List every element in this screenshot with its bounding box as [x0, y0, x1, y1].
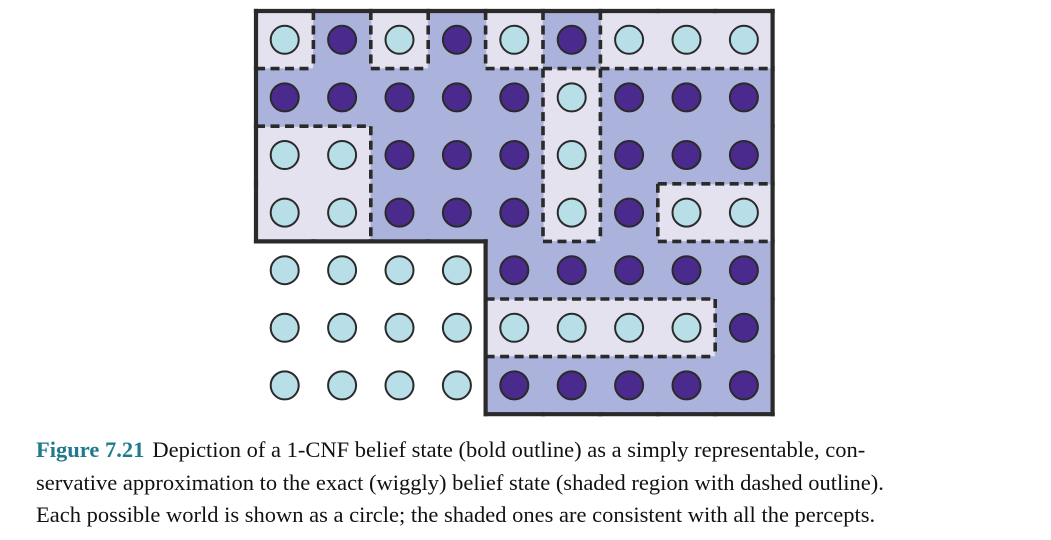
- consistent-world-circle: [728, 370, 759, 401]
- caption-text-1: Depiction of a 1-CNF belief state (bold …: [152, 437, 866, 462]
- consistent-world-circle: [671, 82, 702, 113]
- possible-world-circle: [728, 24, 759, 55]
- consistent-world-circle: [499, 370, 530, 401]
- figure-label: Figure 7.21: [36, 437, 145, 462]
- possible-world-circle: [327, 140, 358, 170]
- caption-line-1: Figure 7.21 Depiction of a 1-CNF belief s…: [36, 434, 1036, 467]
- possible-world-circle: [269, 140, 300, 170]
- possible-world-circle: [671, 24, 702, 55]
- consistent-world-circle: [671, 370, 702, 401]
- possible-world-circle: [269, 312, 300, 343]
- possible-world-circle: [269, 24, 300, 55]
- consistent-world-circle: [728, 255, 759, 286]
- possible-world-circle: [441, 255, 472, 286]
- consistent-world-circle: [441, 140, 472, 170]
- possible-world-circle: [614, 312, 645, 343]
- possible-world-circle: [556, 82, 587, 113]
- consistent-world-circle: [384, 197, 415, 228]
- possible-world-circle: [499, 24, 530, 55]
- possible-world-circle: [269, 370, 300, 401]
- consistent-world-circle: [384, 82, 415, 113]
- consistent-world-circle: [269, 82, 300, 113]
- possible-world-circle: [671, 197, 702, 228]
- caption-line-3: Each possible world is shown as a circle…: [36, 502, 876, 527]
- possible-world-circle: [384, 255, 415, 286]
- figure-caption: Figure 7.21 Depiction of a 1-CNF belief s…: [36, 434, 1036, 532]
- consistent-world-circle: [556, 255, 587, 286]
- possible-world-circle: [327, 197, 358, 228]
- possible-world-circle: [384, 312, 415, 343]
- possible-world-circle: [556, 197, 587, 228]
- possible-world-circle: [384, 24, 415, 55]
- consistent-world-circle: [499, 255, 530, 286]
- possible-world-circle: [556, 140, 587, 170]
- possible-world-circle: [556, 312, 587, 343]
- consistent-world-circle: [441, 197, 472, 228]
- possible-world-circle: [269, 197, 300, 228]
- possible-world-circle: [327, 312, 358, 343]
- consistent-world-circle: [327, 24, 358, 55]
- consistent-world-circle: [384, 140, 415, 170]
- possible-world-circle: [384, 370, 415, 401]
- consistent-world-circle: [614, 197, 645, 228]
- consistent-world-circle: [614, 140, 645, 170]
- consistent-world-circle: [614, 370, 645, 401]
- consistent-world-circle: [327, 82, 358, 113]
- consistent-world-circle: [671, 140, 702, 170]
- consistent-world-circle: [728, 82, 759, 113]
- belief-state-diagram: [253, 8, 775, 417]
- possible-world-circle: [728, 197, 759, 228]
- consistent-world-circle: [499, 197, 530, 228]
- possible-world-circle: [671, 312, 702, 343]
- consistent-world-circle: [728, 140, 759, 170]
- consistent-world-circle: [728, 312, 759, 343]
- possible-world-circle: [441, 312, 472, 343]
- consistent-world-circle: [671, 255, 702, 286]
- consistent-world-circle: [614, 255, 645, 286]
- consistent-world-circle: [499, 140, 530, 170]
- consistent-world-circle: [614, 82, 645, 113]
- possible-world-circle: [327, 370, 358, 401]
- possible-worlds: [269, 24, 759, 401]
- consistent-world-circle: [556, 24, 587, 55]
- possible-world-circle: [441, 370, 472, 401]
- consistent-world-circle: [441, 24, 472, 55]
- consistent-world-circle: [556, 370, 587, 401]
- possible-world-circle: [269, 255, 300, 286]
- possible-world-circle: [499, 312, 530, 343]
- possible-world-circle: [614, 24, 645, 55]
- possible-world-circle: [327, 255, 358, 286]
- consistent-world-circle: [441, 82, 472, 113]
- caption-line-2: servative approximation to the exact (wi…: [36, 469, 884, 495]
- consistent-world-circle: [499, 82, 530, 113]
- cnf-belief-state-bold-outline: [253, 8, 775, 417]
